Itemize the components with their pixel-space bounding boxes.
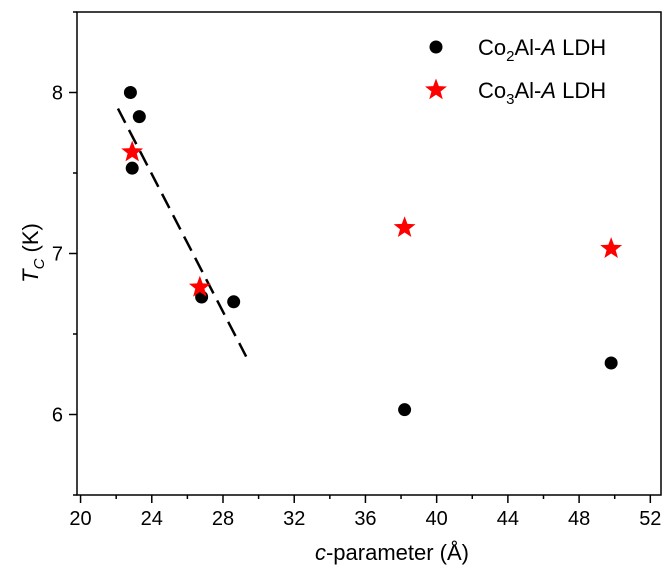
trend-line — [116, 108, 248, 358]
data-point-circle — [398, 403, 412, 417]
y-tick-label: 6 — [52, 405, 63, 427]
data-point-star — [188, 275, 211, 297]
y-axis-title-main: T — [18, 268, 43, 283]
x-tick-label: 20 — [69, 508, 91, 530]
x-tick-label: 40 — [426, 508, 448, 530]
data-point-circle — [132, 110, 146, 124]
x-tick-label: 44 — [497, 508, 519, 530]
legend-label: Co3Al-A LDH — [478, 78, 606, 108]
x-axis-title-rest: -parameter (Å) — [326, 540, 469, 565]
x-tick-label: 28 — [212, 508, 234, 530]
x-tick-label: 36 — [354, 508, 376, 530]
x-tick-label: 32 — [283, 508, 305, 530]
data-point-star — [393, 216, 416, 238]
data-point-circle — [123, 86, 137, 99]
x-tick-label: 52 — [639, 508, 661, 530]
data-point-star — [600, 237, 623, 258]
y-tick-label: 8 — [52, 83, 63, 105]
x-axis-title-italic: c — [315, 540, 326, 565]
data-point-circle — [227, 295, 241, 309]
legend-label: Co2Al-A LDH — [478, 35, 606, 65]
y-axis-title-unit: (K) — [18, 223, 43, 258]
x-axis-title: c-parameter (Å) — [315, 540, 469, 565]
y-tick-label: 7 — [52, 244, 63, 266]
legend-marker-star — [425, 78, 447, 100]
legend-marker-circle — [429, 40, 443, 54]
y-axis-title: TC (K) — [18, 223, 48, 283]
data-point-circle — [604, 356, 618, 370]
x-tick-label: 48 — [568, 508, 590, 530]
data-point-star — [121, 140, 144, 162]
y-axis-title-subscript: C — [31, 258, 48, 269]
x-tick-label: 24 — [141, 508, 163, 530]
data-point-circle — [125, 161, 139, 175]
